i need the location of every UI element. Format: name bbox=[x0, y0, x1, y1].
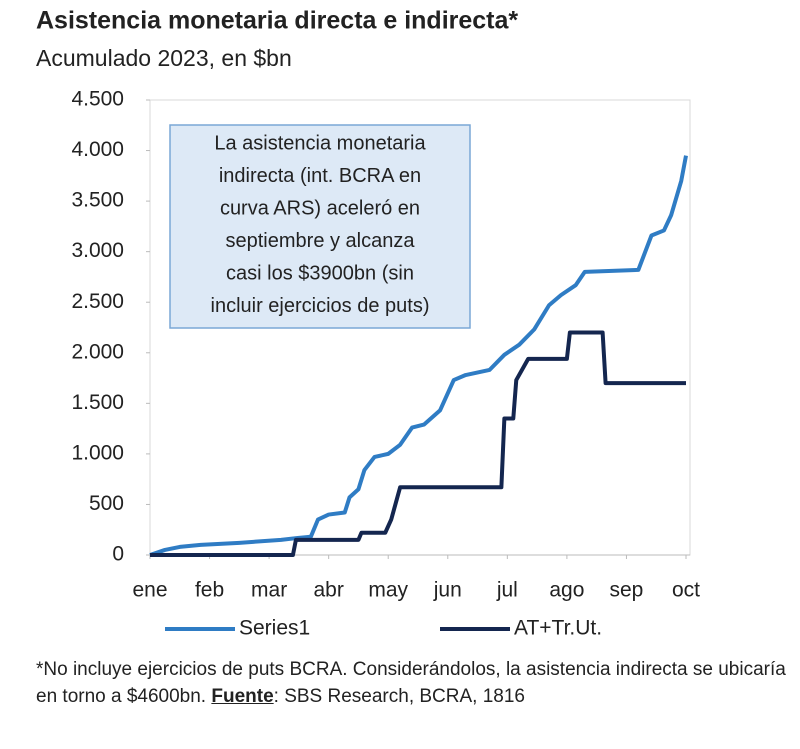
source-text: : SBS Research, BCRA, 1816 bbox=[273, 686, 525, 707]
x-tick-label: jul bbox=[496, 579, 518, 602]
y-tick-label: 1.500 bbox=[71, 391, 124, 414]
note-text: *No incluye ejercicios de puts BCRA. Con… bbox=[36, 659, 786, 707]
y-tick-label: 4.500 bbox=[71, 88, 124, 111]
chart: Asistencia monetaria directa e indirecta… bbox=[36, 7, 700, 640]
footnote: *No incluye ejercicios de puts BCRA. Con… bbox=[36, 656, 786, 710]
series-line bbox=[150, 330, 686, 557]
y-tick-label: 3.500 bbox=[71, 189, 124, 212]
y-tick-label: 2.500 bbox=[71, 290, 124, 313]
y-tick-label: 1.000 bbox=[71, 441, 124, 464]
annotation-line: incluir ejercicios de puts) bbox=[211, 295, 430, 317]
y-tick-label: 500 bbox=[89, 492, 124, 515]
x-tick-label: mar bbox=[251, 579, 287, 602]
x-tick-label: sep bbox=[610, 579, 644, 602]
x-tick-label: jun bbox=[433, 579, 462, 602]
x-tick-label: feb bbox=[195, 579, 224, 602]
legend-label: AT+Tr.Ut. bbox=[514, 617, 602, 640]
annotation-box bbox=[169, 124, 471, 329]
x-tick-label: abr bbox=[313, 579, 343, 602]
chart-subtitle: Acumulado 2023, en $bn bbox=[36, 45, 292, 71]
chart-title: Asistencia monetaria directa e indirecta… bbox=[36, 7, 518, 35]
x-tick-label: may bbox=[368, 579, 408, 602]
legend-label: Series1 bbox=[239, 617, 310, 640]
annotation-line: La asistencia monetaria bbox=[214, 132, 426, 154]
source-label: Fuente bbox=[211, 686, 274, 707]
annotation-line: curva ARS) aceleró en bbox=[220, 197, 420, 219]
x-tick-label: ene bbox=[132, 579, 167, 602]
annotation-line: indirecta (int. BCRA en bbox=[219, 165, 421, 187]
annotation-line: casi los $3900bn (sin bbox=[226, 262, 414, 284]
annotation-line: septiembre y alcanza bbox=[226, 230, 416, 252]
y-tick-label: 4.000 bbox=[71, 138, 124, 161]
y-tick-label: 0 bbox=[112, 543, 124, 566]
y-tick-label: 2.000 bbox=[71, 340, 124, 363]
x-tick-label: oct bbox=[672, 579, 700, 602]
y-tick-label: 3.000 bbox=[71, 239, 124, 262]
x-tick-label: ago bbox=[549, 579, 584, 602]
